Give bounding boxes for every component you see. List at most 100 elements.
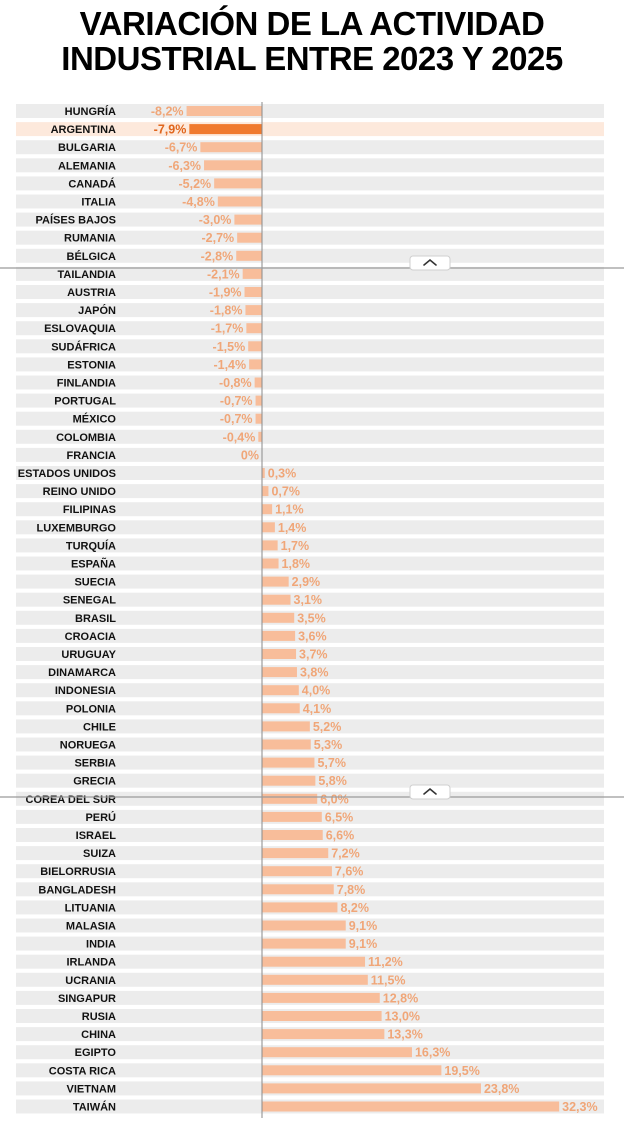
category-label: FRANCIA <box>67 450 117 462</box>
value-label: -3,0% <box>199 213 232 227</box>
bar <box>204 160 262 171</box>
bar <box>234 214 262 225</box>
category-label: TAIWÁN <box>73 1101 116 1114</box>
bar <box>262 1029 385 1040</box>
row-band <box>16 212 604 227</box>
row-band <box>16 592 604 607</box>
bar <box>262 793 318 804</box>
bar <box>189 124 262 135</box>
row-band <box>16 683 604 698</box>
category-label: ESTONIA <box>67 359 116 371</box>
bar <box>262 938 346 949</box>
bar <box>246 323 262 334</box>
row-band <box>16 248 604 263</box>
bar <box>236 250 262 261</box>
bar <box>255 395 262 406</box>
bar <box>262 522 275 533</box>
category-label: SUECIA <box>74 577 116 589</box>
category-label: UCRANIA <box>65 975 116 987</box>
row-band <box>16 665 604 680</box>
category-label: INDONESIA <box>55 685 116 697</box>
value-label: 1,4% <box>278 521 307 535</box>
category-label: MALASIA <box>66 921 116 933</box>
category-label: PORTUGAL <box>54 396 116 408</box>
category-label: BULGARIA <box>58 142 116 154</box>
value-label: 4,1% <box>303 702 332 716</box>
bar <box>242 268 262 279</box>
value-label: 6,5% <box>325 810 354 824</box>
row-band <box>16 429 604 444</box>
row-band <box>16 122 604 137</box>
category-label: DINAMARCA <box>48 667 116 679</box>
value-label: -2,1% <box>207 267 240 281</box>
value-label: 8,2% <box>340 901 369 915</box>
value-label: 6,0% <box>320 792 349 806</box>
value-label: 4,0% <box>302 684 331 698</box>
value-label: -2,8% <box>201 249 234 263</box>
value-label: 3,6% <box>298 629 327 643</box>
bar <box>262 902 338 913</box>
row-band <box>16 628 604 643</box>
row-band <box>16 520 604 535</box>
category-label: SUIZA <box>83 848 116 860</box>
category-label: RUSIA <box>82 1011 116 1023</box>
category-label: CHILE <box>83 721 116 733</box>
value-label: 5,3% <box>314 738 343 752</box>
value-label: 3,7% <box>299 648 328 662</box>
row-band <box>16 484 604 499</box>
bar <box>262 504 273 515</box>
value-label: -6,7% <box>165 141 198 155</box>
value-label: -0,7% <box>220 412 253 426</box>
row-band <box>16 339 604 354</box>
value-label: -5,2% <box>179 177 212 191</box>
row-band <box>16 574 604 589</box>
value-label: 3,8% <box>300 666 329 680</box>
chevron-up-icon[interactable] <box>423 258 437 266</box>
value-label: -1,9% <box>209 286 242 300</box>
bar <box>262 866 332 877</box>
expand-tab <box>409 255 451 271</box>
value-label: 11,2% <box>368 955 403 969</box>
bar <box>262 576 289 587</box>
row-band <box>16 701 604 716</box>
value-label: 0,3% <box>268 467 297 481</box>
value-label: 5,2% <box>313 720 342 734</box>
category-label: URUGUAY <box>61 649 116 661</box>
row-band <box>16 393 604 408</box>
bar <box>262 1047 412 1058</box>
value-label: -1,4% <box>213 358 246 372</box>
row-band <box>16 140 604 155</box>
row-band <box>16 719 604 734</box>
value-label: -0,8% <box>219 376 252 390</box>
value-label: 13,0% <box>385 1010 420 1024</box>
value-label: 23,8% <box>484 1082 519 1096</box>
category-label: MÉXICO <box>73 413 117 426</box>
row-band <box>16 230 604 245</box>
row-band <box>16 176 604 191</box>
category-label: TURQUÍA <box>66 539 116 552</box>
category-label: ESLOVAQUIA <box>44 323 116 335</box>
bar <box>262 468 265 478</box>
chevron-up-icon[interactable] <box>423 787 437 795</box>
row-band <box>16 321 604 336</box>
value-label: 6,6% <box>326 829 355 843</box>
bar <box>262 884 334 895</box>
category-label: EGIPTO <box>75 1047 117 1059</box>
category-label: IRLANDA <box>67 957 117 969</box>
value-label: -4,8% <box>182 195 215 209</box>
category-label: GRECIA <box>73 776 116 788</box>
value-label: 3,5% <box>297 611 326 625</box>
bar <box>262 685 299 696</box>
bar <box>262 757 315 768</box>
value-label: 7,8% <box>337 883 366 897</box>
category-label: JAPÓN <box>78 304 116 317</box>
bar <box>262 775 316 786</box>
row-band <box>16 357 604 372</box>
bar <box>245 305 262 316</box>
category-label: VIETNAM <box>67 1083 117 1095</box>
bar <box>262 630 296 641</box>
bar <box>262 649 297 659</box>
value-label: 19,5% <box>444 1064 479 1078</box>
value-label: 1,7% <box>281 539 310 553</box>
